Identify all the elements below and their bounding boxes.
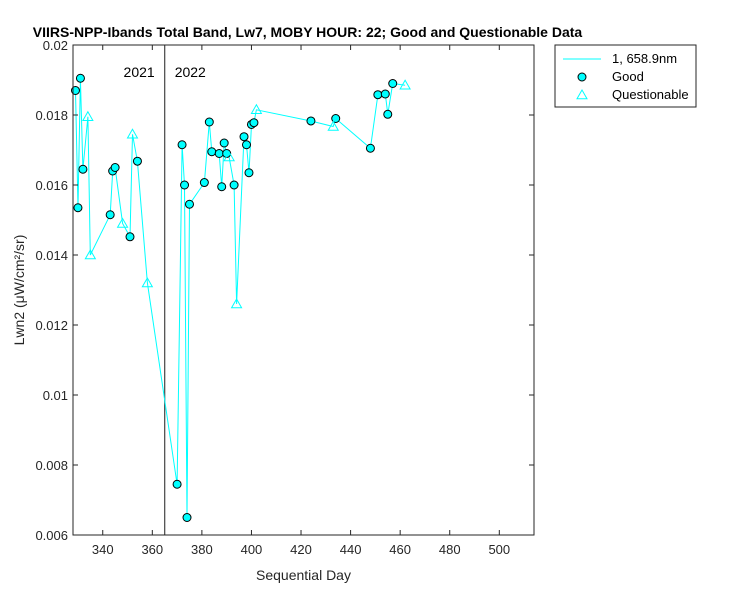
year-label: 2021 bbox=[124, 64, 155, 80]
good-point bbox=[125, 232, 135, 242]
good-point bbox=[105, 210, 115, 220]
good-point bbox=[78, 164, 88, 174]
good-point bbox=[180, 180, 190, 190]
y-tick-label: 0.02 bbox=[43, 38, 68, 53]
good-point bbox=[383, 109, 393, 119]
axes-box bbox=[72, 44, 535, 536]
x-axis-label: Sequential Day bbox=[256, 567, 351, 583]
y-tick-label: 0.01 bbox=[43, 388, 68, 403]
questionable-markers bbox=[82, 79, 411, 309]
good-point bbox=[229, 180, 239, 190]
good-point bbox=[239, 132, 249, 142]
questionable-point bbox=[141, 276, 154, 288]
good-point bbox=[331, 114, 341, 123]
questionable-point bbox=[223, 150, 236, 162]
y-axis-label: Lwn2 (μW/cm²/sr) bbox=[11, 235, 27, 346]
x-tick-label: 440 bbox=[340, 542, 362, 557]
axes-frame bbox=[72, 44, 535, 536]
y-tick-label: 0.012 bbox=[35, 318, 68, 333]
questionable-point bbox=[250, 103, 263, 114]
good-point bbox=[182, 513, 192, 522]
good-point bbox=[110, 163, 120, 172]
x-axis-ticks: 340 360 380 400 420 440 460 480 500 bbox=[92, 45, 510, 557]
good-point bbox=[132, 156, 142, 166]
good-point bbox=[207, 147, 217, 157]
x-tick-label: 380 bbox=[191, 542, 213, 557]
legend-circle-swatch bbox=[577, 72, 587, 82]
good-point bbox=[73, 203, 83, 213]
questionable-point bbox=[82, 110, 94, 121]
y-tick-label: 0.016 bbox=[35, 178, 68, 193]
y-tick-label: 0.014 bbox=[35, 248, 68, 263]
plot-area bbox=[73, 45, 534, 535]
questionable-point bbox=[116, 217, 129, 228]
good-point bbox=[184, 199, 194, 209]
good-point bbox=[75, 73, 85, 83]
good-point bbox=[373, 90, 383, 100]
good-point bbox=[214, 149, 224, 158]
good-point bbox=[199, 178, 209, 188]
year-label: 2022 bbox=[175, 64, 206, 80]
chart-title: VIIRS-NPP-Ibands Total Band, Lw7, MOBY H… bbox=[33, 24, 583, 40]
good-point bbox=[172, 479, 182, 489]
questionable-point bbox=[84, 248, 97, 260]
legend: 1, 658.9nm Good Questionable bbox=[554, 44, 697, 108]
legend-triangle-swatch bbox=[576, 88, 588, 100]
x-tick-label: 400 bbox=[241, 542, 263, 557]
year-annotations: 2021 2022 bbox=[124, 64, 207, 80]
good-point bbox=[306, 116, 316, 126]
questionable-point bbox=[327, 120, 340, 131]
y-axis-ticks: 0.006 0.008 0.01 0.012 0.014 0.016 0.018 0.02 bbox=[35, 38, 534, 543]
good-point bbox=[177, 140, 187, 150]
good-point bbox=[244, 168, 254, 178]
x-tick-label: 480 bbox=[439, 542, 461, 557]
good-point bbox=[204, 117, 214, 127]
y-tick-label: 0.018 bbox=[35, 108, 68, 123]
y-tick-label: 0.006 bbox=[35, 528, 68, 543]
x-tick-label: 360 bbox=[141, 542, 163, 557]
y-tick-label: 0.008 bbox=[35, 458, 68, 473]
good-point bbox=[380, 89, 390, 99]
good-point bbox=[219, 138, 229, 148]
good-point bbox=[365, 143, 375, 153]
legend-label: 1, 658.9nm bbox=[612, 51, 677, 66]
questionable-point bbox=[399, 79, 411, 90]
good-point bbox=[388, 79, 398, 88]
questionable-point bbox=[126, 128, 139, 139]
good-point bbox=[222, 149, 232, 158]
good-markers bbox=[70, 73, 398, 522]
questionable-point bbox=[230, 297, 243, 309]
x-tick-label: 420 bbox=[290, 542, 312, 557]
x-tick-label: 340 bbox=[92, 542, 114, 557]
good-point bbox=[217, 182, 227, 192]
x-tick-label: 500 bbox=[488, 542, 510, 557]
legend-label: Good bbox=[612, 69, 644, 84]
x-tick-label: 460 bbox=[389, 542, 411, 557]
good-point bbox=[241, 140, 251, 150]
good-point bbox=[249, 118, 259, 128]
legend-label: Questionable bbox=[612, 87, 689, 102]
